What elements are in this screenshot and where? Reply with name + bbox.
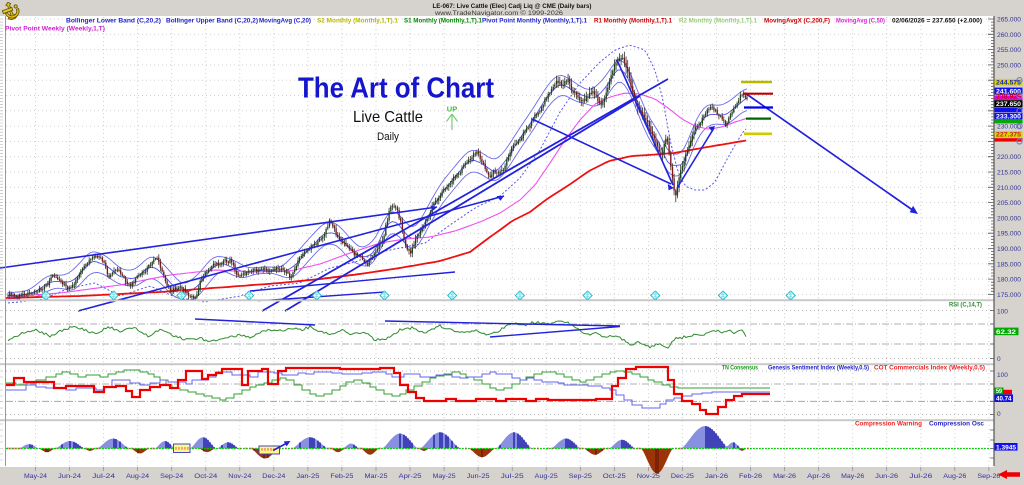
svg-text:220.000: 220.000 [997, 154, 1021, 161]
svg-text:200.000: 200.000 [997, 215, 1021, 222]
svg-text:100: 100 [997, 372, 1008, 379]
svg-text:40.74: 40.74 [996, 396, 1012, 403]
svg-text:Jan-25: Jan-25 [296, 473, 319, 480]
svg-text:COT Commercials Index (Weekly,: COT Commercials Index (Weekly,0.5) [874, 365, 985, 372]
svg-text:Apr-25: Apr-25 [399, 473, 422, 480]
svg-text:Dec-25: Dec-25 [671, 473, 694, 480]
svg-text:R2 Monthly (Monthly,1,T).1: R2 Monthly (Monthly,1,T).1 [679, 18, 757, 25]
svg-text:0: 0 [997, 356, 1001, 363]
svg-text:205.000: 205.000 [997, 200, 1021, 207]
svg-text:62.32: 62.32 [996, 329, 1016, 336]
svg-text:265.000: 265.000 [997, 17, 1021, 24]
svg-text:Pivot Point Monthly (Monthly,1: Pivot Point Monthly (Monthly,1,T).1 [482, 18, 587, 25]
svg-text:215.000: 215.000 [997, 170, 1021, 177]
svg-text:180.000: 180.000 [997, 277, 1021, 284]
svg-text:MovingAvg (C,20): MovingAvg (C,20) [259, 18, 311, 25]
svg-text:175.000: 175.000 [997, 292, 1021, 299]
svg-text:Live Cattle: Live Cattle [353, 109, 423, 126]
svg-text:Nov-24: Nov-24 [228, 473, 251, 480]
svg-text:Aug-24: Aug-24 [126, 473, 149, 480]
svg-text:Mar-26: Mar-26 [773, 473, 796, 480]
svg-text:Pivot Point Weekly (Weekly,1,T: Pivot Point Weekly (Weekly,1,T) [5, 26, 105, 33]
svg-text:195.000: 195.000 [997, 231, 1021, 238]
svg-text:R1 Monthly (Monthly,1,T).1: R1 Monthly (Monthly,1,T).1 [594, 18, 672, 25]
svg-text:UP: UP [447, 105, 457, 114]
svg-text:1.3945: 1.3945 [996, 444, 1016, 451]
svg-text:Nov-25: Nov-25 [637, 473, 660, 480]
svg-text:227.375: 227.375 [996, 132, 1021, 139]
svg-text:Compression Osc: Compression Osc [929, 421, 985, 428]
svg-text:Jul-26: Jul-26 [909, 473, 932, 480]
svg-text:Genesis Sentiment Index (Weekl: Genesis Sentiment Index (Weekly,0.5) [768, 365, 869, 372]
svg-text:0: 0 [997, 411, 1001, 418]
svg-text:237.650: 237.650 [996, 101, 1021, 108]
svg-text:Aug-26: Aug-26 [943, 473, 966, 480]
svg-text:The Art of Chart: The Art of Chart [298, 73, 494, 105]
svg-text:May-25: May-25 [433, 473, 456, 480]
svg-text:Feb-26: Feb-26 [739, 473, 762, 480]
svg-text:May-24: May-24 [24, 473, 47, 480]
svg-text:Apr-26: Apr-26 [807, 473, 830, 480]
svg-text:Dec-24: Dec-24 [262, 473, 285, 480]
svg-text:MovingAvgX (C,200,F): MovingAvgX (C,200,F) [764, 18, 830, 25]
svg-text:Bollinger Upper Band (C,20,2): Bollinger Upper Band (C,20,2) [166, 18, 258, 25]
svg-text:www.TradeNavigator.com © 1999-: www.TradeNavigator.com © 1999-2026 [434, 9, 564, 17]
svg-text:S2 Monthly (Monthly,1,T).1: S2 Monthly (Monthly,1,T).1 [317, 18, 399, 25]
svg-text:230.000: 230.000 [997, 124, 1021, 131]
svg-text:185.000: 185.000 [997, 261, 1021, 268]
svg-text:250.000: 250.000 [997, 62, 1021, 69]
svg-text:May-26: May-26 [841, 473, 864, 480]
svg-text:255.000: 255.000 [997, 47, 1021, 54]
svg-text:Jul-24: Jul-24 [92, 473, 115, 480]
svg-text:Sep-26: Sep-26 [977, 473, 1000, 480]
svg-text:Jan-26: Jan-26 [705, 473, 728, 480]
svg-text:Aug-25: Aug-25 [535, 473, 558, 480]
svg-text:Jul-25: Jul-25 [501, 473, 524, 480]
svg-text:100: 100 [997, 309, 1008, 316]
svg-text:210.000: 210.000 [997, 185, 1021, 192]
svg-text:233.300: 233.300 [996, 113, 1021, 120]
svg-text:Mar-25: Mar-25 [365, 473, 388, 480]
svg-text:Jun-24: Jun-24 [58, 473, 81, 480]
svg-text:RSI (C,14,T): RSI (C,14,T) [949, 302, 982, 309]
svg-text:Sep-24: Sep-24 [160, 473, 183, 480]
svg-text:190.000: 190.000 [997, 246, 1021, 253]
svg-text:Jun-26: Jun-26 [875, 473, 898, 480]
svg-text:238.925: 238.925 [996, 94, 1021, 101]
svg-text:02/06/2026 = 237.650 (+2.000): 02/06/2026 = 237.650 (+2.000) [892, 18, 982, 25]
svg-text:244.575: 244.575 [996, 80, 1021, 87]
svg-text:Sep-25: Sep-25 [569, 473, 592, 480]
svg-text:59: 59 [996, 388, 1002, 395]
svg-text:S1 Monthly (Monthly,1,T).1: S1 Monthly (Monthly,1,T).1 [404, 18, 482, 25]
svg-text:Daily: Daily [377, 131, 399, 143]
svg-text:260.000: 260.000 [997, 32, 1021, 39]
svg-text:Oct-25: Oct-25 [603, 473, 626, 480]
svg-text:241.600: 241.600 [996, 88, 1021, 95]
svg-text:Bollinger Lower Band (C,20,2): Bollinger Lower Band (C,20,2) [66, 18, 161, 25]
svg-text:MovingAvg (C,50): MovingAvg (C,50) [836, 18, 885, 25]
svg-text:Jun-25: Jun-25 [467, 473, 490, 480]
svg-text:Compression Warning: Compression Warning [855, 421, 922, 428]
svg-text:Oct-24: Oct-24 [194, 473, 217, 480]
svg-text:TN Consensus: TN Consensus [722, 365, 758, 372]
svg-text:LE-067: Live Cattle (Elec) Ca: LE-067: Live Cattle (Elec) Cadj Liq @ CM… [433, 3, 592, 10]
svg-text:Feb-25: Feb-25 [330, 473, 353, 480]
